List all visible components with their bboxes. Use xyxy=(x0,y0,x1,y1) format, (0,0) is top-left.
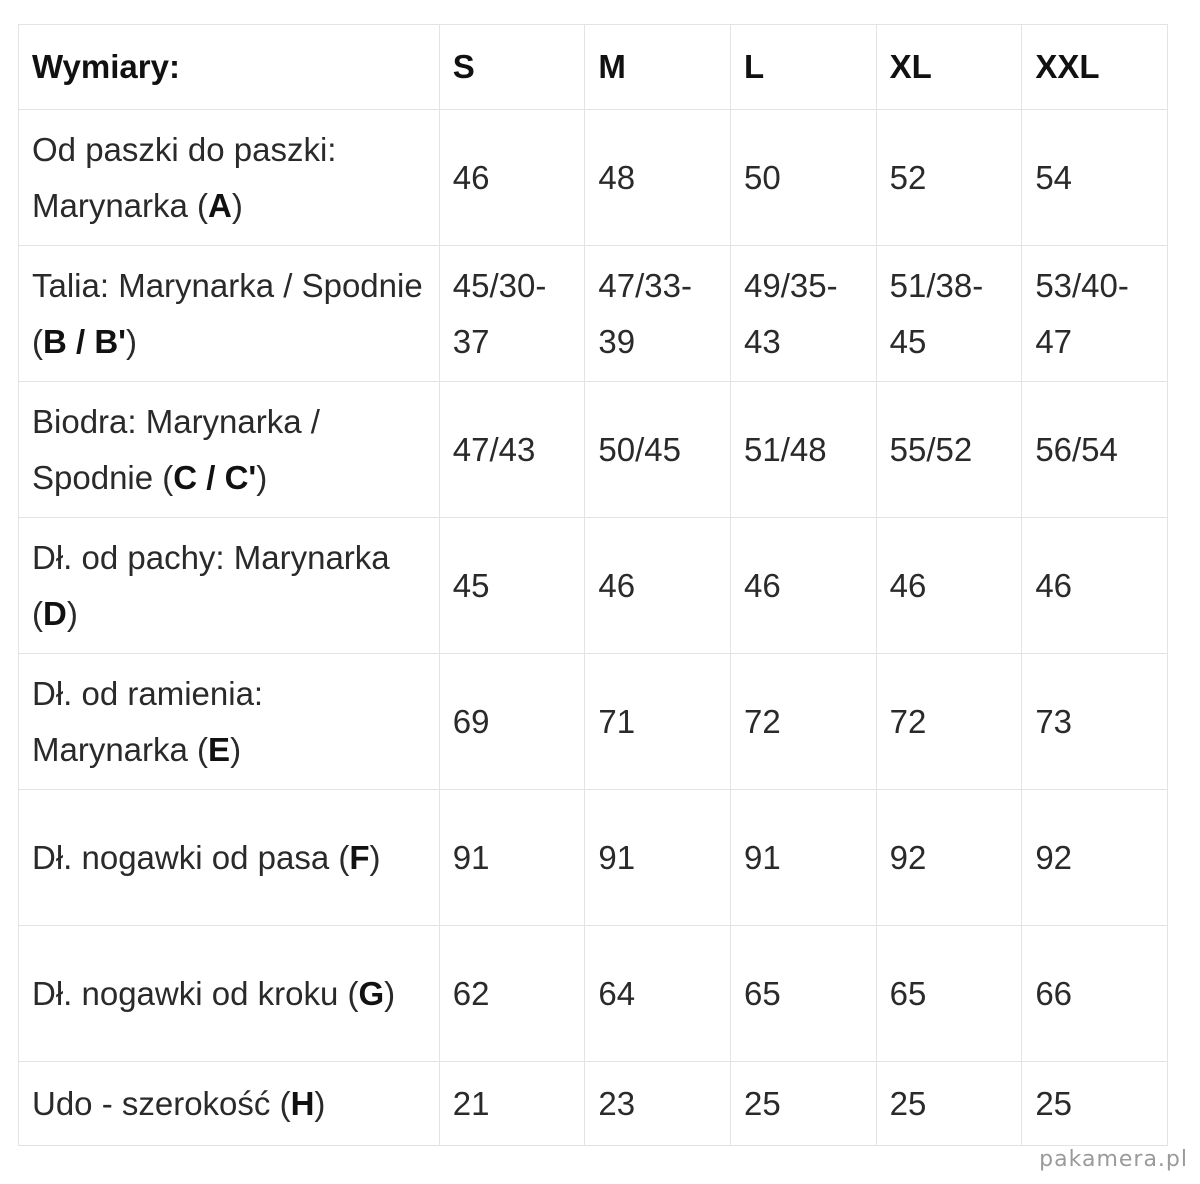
table-cell: 65 xyxy=(875,925,1023,1062)
row-label-text: Od paszki do paszki: Marynarka ( xyxy=(32,130,337,224)
header-row: Wymiary: S M L XL XXL xyxy=(18,24,1168,110)
table-cell: 48 xyxy=(584,109,732,246)
row-label-end: ) xyxy=(126,322,138,360)
row-label-code: D xyxy=(43,594,67,632)
table-cell: 64 xyxy=(584,925,732,1062)
table-cell: 25 xyxy=(875,1061,1023,1146)
table-cell: 51/48 xyxy=(730,381,877,518)
table-cell: 46 xyxy=(730,517,877,654)
table-cell: 66 xyxy=(1021,925,1168,1062)
table-cell: 92 xyxy=(1021,789,1168,926)
row-label-end: ) xyxy=(230,730,242,768)
watermark-logo: pakamera.pl xyxy=(1039,1147,1188,1172)
table-cell: 73 xyxy=(1021,653,1168,790)
table-cell: 45/30-37 xyxy=(438,245,586,382)
table-cell: 47/43 xyxy=(438,381,586,518)
table-cell: 46 xyxy=(438,109,586,246)
table-cell: 51/38-45 xyxy=(875,245,1023,382)
header-size-xl: XL xyxy=(875,24,1023,110)
table-cell: 50/45 xyxy=(584,381,732,518)
table-cell: 49/35-43 xyxy=(730,245,877,382)
row-label-end: ) xyxy=(384,974,396,1012)
header-label: Wymiary: xyxy=(18,24,440,110)
table-cell: 62 xyxy=(438,925,586,1062)
table-cell: 46 xyxy=(584,517,732,654)
row-label: Talia: Marynarka / Spodnie (B / B') xyxy=(18,245,440,382)
row-label-end: ) xyxy=(256,458,268,496)
row-label-text: Biodra: Marynarka / Spodnie ( xyxy=(32,402,320,496)
row-label-text: Dł. od pachy: Marynarka ( xyxy=(32,538,390,632)
row-label: Dł. nogawki od pasa (F) xyxy=(18,789,440,926)
row-label: Dł. od ramienia: Marynarka (E) xyxy=(18,653,440,790)
table-cell: 53/40-47 xyxy=(1021,245,1168,382)
row-label-end: ) xyxy=(66,594,78,632)
table-cell: 21 xyxy=(438,1061,586,1146)
table-cell: 25 xyxy=(1021,1061,1168,1146)
table-cell: 23 xyxy=(584,1061,732,1146)
table-cell: 47/33-39 xyxy=(584,245,732,382)
table-cell: 54 xyxy=(1021,109,1168,246)
table-row: Talia: Marynarka / Spodnie (B / B') 45/30… xyxy=(18,245,1168,382)
row-label-code: H xyxy=(290,1084,315,1122)
row-label-text: Talia: Marynarka / Spodnie ( xyxy=(32,266,423,360)
table-row: Udo - szerokość (H) 21 23 25 25 25 xyxy=(18,1061,1168,1146)
row-label: Od paszki do paszki: Marynarka (A) xyxy=(18,109,440,246)
table-cell: 72 xyxy=(730,653,877,790)
table-cell: 91 xyxy=(584,789,732,926)
row-label-code: A xyxy=(208,186,232,224)
table-row: Dł. od ramienia: Marynarka (E) 69 71 72 72 73 xyxy=(18,653,1168,790)
table-cell: 46 xyxy=(875,517,1023,654)
table-row: Dł. nogawki od kroku (G) 62 64 65 65 66 xyxy=(18,925,1168,1062)
header-size-s: S xyxy=(438,24,586,110)
row-label-text: Udo - szerokość ( xyxy=(32,1084,291,1122)
table-cell: 50 xyxy=(730,109,877,246)
row-label: Biodra: Marynarka / Spodnie (C / C') xyxy=(18,381,440,518)
row-label-text: Dł. nogawki od kroku ( xyxy=(32,974,359,1012)
table-row: Biodra: Marynarka / Spodnie (C / C') 47/4… xyxy=(18,381,1168,518)
row-label-end: ) xyxy=(369,838,381,876)
table-cell: 71 xyxy=(584,653,732,790)
row-label: Dł. od pachy: Marynarka (D) xyxy=(18,517,440,654)
table-cell: 69 xyxy=(438,653,586,790)
table-cell: 46 xyxy=(1021,517,1168,654)
row-label-code: G xyxy=(358,974,385,1012)
row-label-code: B / B' xyxy=(43,322,127,360)
table-row: Od paszki do paszki: Marynarka (A) 46 48 50… xyxy=(18,109,1168,246)
header-size-m: M xyxy=(584,24,732,110)
table-cell: 91 xyxy=(438,789,586,926)
table-row: Dł. nogawki od pasa (F) 91 91 91 92 92 xyxy=(18,789,1168,926)
row-label-code: C / C' xyxy=(173,458,257,496)
row-label: Dł. nogawki od kroku (G) xyxy=(18,925,440,1062)
table-cell: 55/52 xyxy=(875,381,1023,518)
row-label-text: Dł. od ramienia: Marynarka ( xyxy=(32,674,264,768)
row-label-end: ) xyxy=(231,186,243,224)
table-cell: 65 xyxy=(730,925,877,1062)
table-row: Dł. od pachy: Marynarka (D) 45 46 46 46 46 xyxy=(18,517,1168,654)
table-cell: 25 xyxy=(730,1061,877,1146)
table-cell: 92 xyxy=(875,789,1023,926)
table-cell: 91 xyxy=(730,789,877,926)
row-label: Udo - szerokość (H) xyxy=(18,1061,440,1146)
row-label-code: E xyxy=(208,730,231,768)
table-cell: 45 xyxy=(438,517,586,654)
row-label-code: F xyxy=(349,838,370,876)
table-cell: 52 xyxy=(875,109,1023,246)
row-label-end: ) xyxy=(314,1084,326,1122)
header-size-xxl: XXL xyxy=(1021,24,1168,110)
table-cell: 72 xyxy=(875,653,1023,790)
size-chart-table: Wymiary: S M L XL XXL Od paszki do paszk… xyxy=(18,24,1168,1146)
table-cell: 56/54 xyxy=(1021,381,1168,518)
row-label-text: Dł. nogawki od pasa ( xyxy=(32,838,350,876)
header-size-l: L xyxy=(730,24,877,110)
